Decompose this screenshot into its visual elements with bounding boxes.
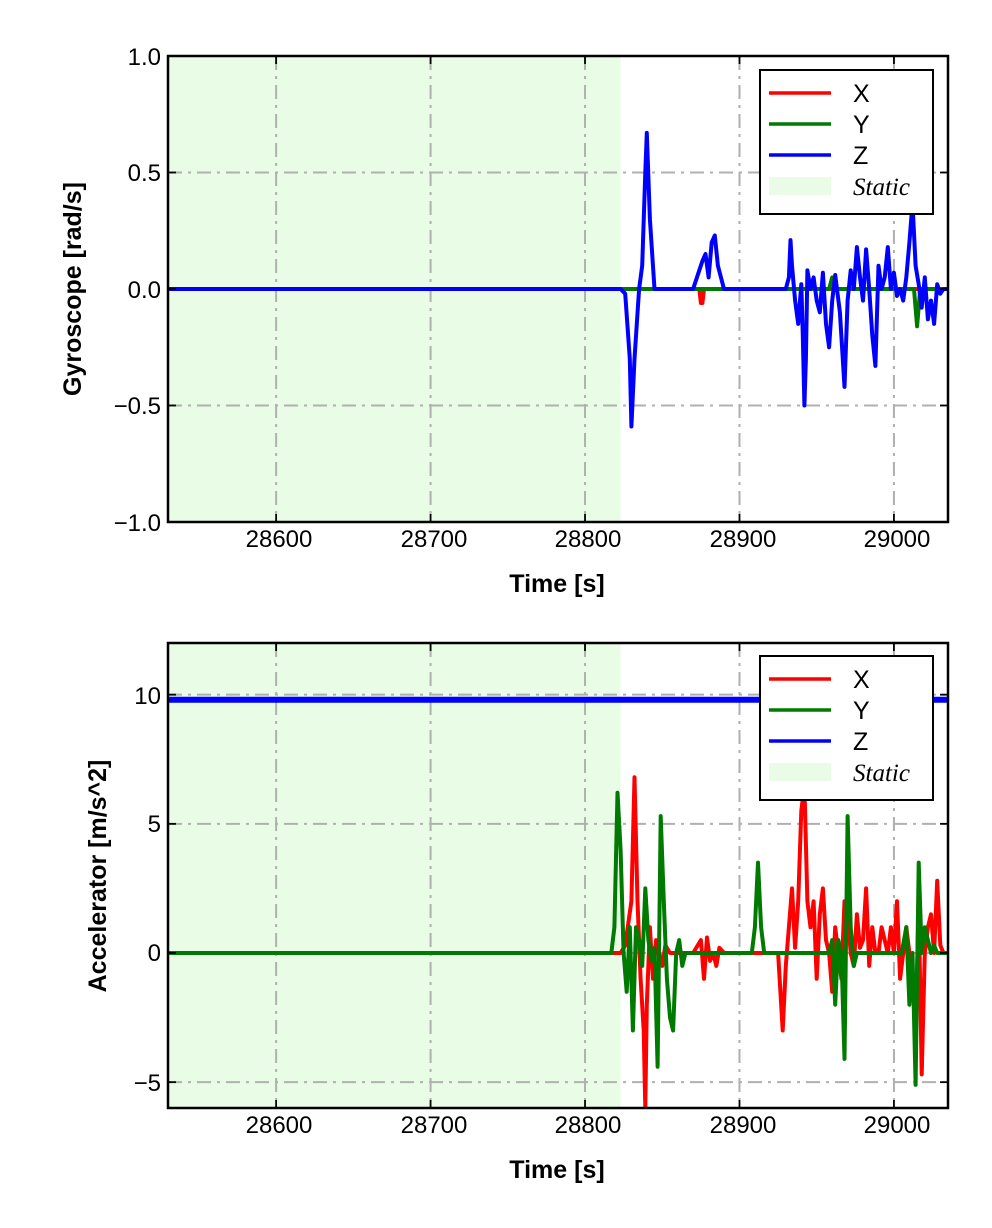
y-axis-label: Accelerator [m/s^2] (84, 760, 112, 993)
xtick-label: 28900 (710, 1112, 777, 1139)
gyroscope-chart: 28600 28700 28800 28900 29000 1.0 0.5 0.… (59, 44, 950, 598)
xtick-label: 28700 (401, 526, 468, 553)
ytick-label: 0.5 (128, 160, 161, 187)
ytick-label: 0 (148, 940, 161, 967)
x-axis-label: Time [s] (509, 1156, 604, 1184)
y-axis-label: Gyroscope [rad/s] (59, 182, 87, 396)
xtick-label: 29000 (864, 526, 931, 553)
xtick-label: 28800 (555, 526, 622, 553)
x-axis-label: Time [s] (509, 570, 604, 598)
tick-marks (168, 55, 948, 523)
legend-label-z: Z (853, 728, 868, 756)
legend-swatch-static (769, 763, 831, 781)
legend-label-y: Y (853, 111, 870, 139)
ytick-label: 1.0 (128, 44, 161, 71)
ytick-label: 5 (148, 811, 161, 838)
series-line-y (168, 790, 948, 1087)
plot-frame (166, 641, 950, 1110)
ytick-label: −5 (134, 1070, 161, 1097)
legend-swatch-static (769, 177, 831, 195)
legend-label-static: Static (853, 174, 910, 201)
legend-label-z: Z (853, 142, 868, 170)
ytick-label: −0.5 (114, 393, 161, 420)
xtick-label: 28700 (401, 1112, 468, 1139)
xtick-label: 28600 (246, 526, 313, 553)
legend-label-x: X (853, 666, 870, 694)
ytick-label: −1.0 (114, 510, 161, 537)
legend: X Y Z Static (759, 69, 934, 215)
ytick-label: 10 (134, 683, 161, 710)
tick-marks (168, 643, 948, 1108)
ytick-label: 0.0 (128, 277, 161, 304)
xtick-label: 28900 (710, 526, 777, 553)
xtick-label: 28800 (555, 1112, 622, 1139)
legend: X Y Z Static (759, 655, 934, 801)
legend-label-y: Y (853, 697, 870, 725)
xtick-label: 29000 (864, 1112, 931, 1139)
legend-label-x: X (853, 80, 870, 108)
legend-label-static: Static (853, 760, 910, 787)
series-line-z (168, 130, 948, 429)
static-region (168, 643, 621, 1108)
xtick-label: 28600 (246, 1112, 313, 1139)
series-lines (168, 130, 948, 429)
accelerator-chart: 28600 28700 28800 28900 29000 10 5 0 −5 … (84, 641, 950, 1184)
